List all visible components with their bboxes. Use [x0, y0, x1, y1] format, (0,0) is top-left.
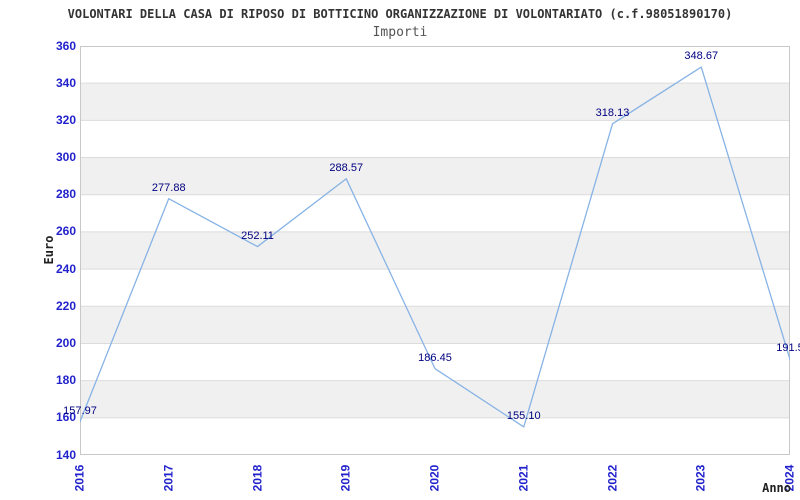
y-tick-label: 160: [55, 410, 76, 425]
data-point-label: 155.10: [506, 409, 541, 422]
series-line: [80, 66, 790, 428]
plot-band: [80, 380, 790, 418]
y-tick-label: 340: [55, 75, 76, 90]
y-tick-label: 240: [55, 261, 76, 276]
data-point-label: 157.97: [63, 404, 97, 417]
x-tick-label: 2021: [516, 464, 531, 492]
y-tick-label: 180: [55, 373, 76, 388]
x-tick-label: 2016: [72, 464, 87, 492]
plot-band: [80, 194, 790, 232]
x-tick-label: 2020: [427, 464, 442, 492]
x-tick-label: 2019: [338, 464, 353, 492]
plot-band: [80, 417, 790, 455]
data-point-label: 318.13: [595, 106, 630, 119]
plot-band: [80, 46, 790, 84]
plot-band: [80, 231, 790, 270]
plot-band: [80, 157, 790, 195]
y-tick-label: 260: [55, 224, 76, 239]
y-tick-label: 220: [55, 298, 76, 313]
x-tick-label: 2023: [693, 464, 708, 492]
data-point-label: 348.67: [684, 50, 719, 63]
y-tick-label: 320: [55, 112, 76, 127]
plot-band: [80, 269, 790, 307]
y-tick-label: 300: [55, 150, 76, 165]
plot-area: [80, 46, 790, 455]
data-point-label: 288.57: [329, 161, 364, 174]
plot-band: [80, 306, 790, 344]
data-point-label: 186.45: [418, 351, 452, 364]
x-axis-title: Anno: [762, 481, 791, 495]
plot-band: [80, 120, 790, 158]
plot-border: [80, 46, 790, 455]
y-tick-label: 140: [55, 447, 76, 462]
chart-title: VOLONTARI DELLA CASA DI RIPOSO DI BOTTIC…: [67, 7, 733, 21]
x-tick-label: 2018: [250, 464, 264, 492]
x-tick-label: 2022: [605, 464, 619, 492]
data-point-label: 191.5: [776, 342, 800, 355]
data-point-label: 277.88: [151, 181, 186, 194]
x-tick-label: 2017: [161, 464, 176, 492]
plot-band: [80, 83, 790, 121]
y-tick-label: 280: [55, 187, 76, 202]
y-axis-title: Euro: [42, 235, 56, 265]
plot-band: [80, 343, 790, 381]
y-tick-label: 200: [55, 335, 76, 350]
chart-subtitle: Importi: [372, 25, 428, 40]
y-tick-label: 360: [55, 38, 76, 53]
data-point-label: 252.11: [241, 229, 274, 242]
